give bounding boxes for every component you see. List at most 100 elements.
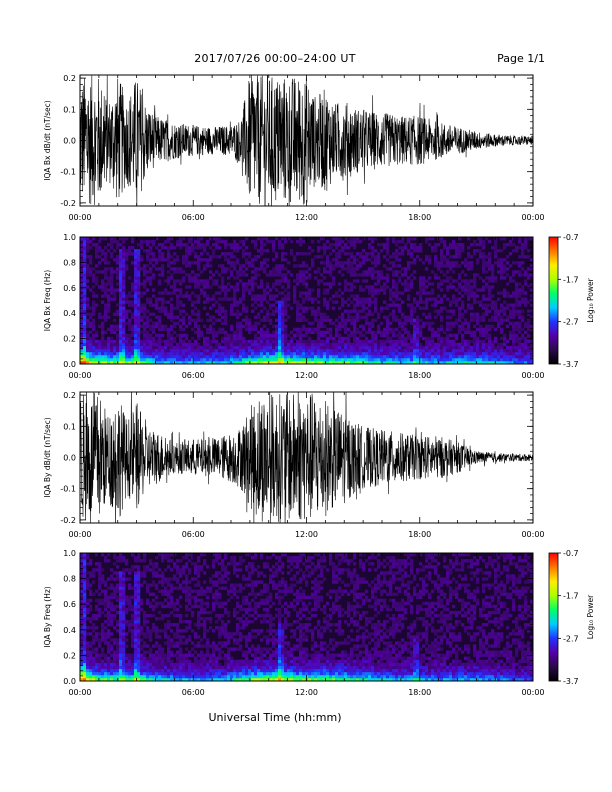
spectrogram-cell xyxy=(137,333,141,338)
spectrogram-cell xyxy=(485,360,489,364)
spectrogram-cell xyxy=(101,629,105,633)
spectrogram-cell xyxy=(374,258,378,262)
spectrogram-cell xyxy=(95,339,99,344)
spectrogram-cell xyxy=(152,264,156,268)
spectrogram-cell xyxy=(80,629,84,633)
spectrogram-cell xyxy=(482,288,486,292)
spectrogram-cell xyxy=(473,285,477,289)
spectrogram-cell xyxy=(257,321,261,325)
spectrogram-cell xyxy=(386,339,390,344)
spectrogram-cell xyxy=(179,336,183,341)
spectrogram-cell xyxy=(248,348,252,353)
spectrogram-cell xyxy=(110,577,114,581)
spectrogram-cell xyxy=(482,318,486,322)
x-tick-label: 00:00 xyxy=(68,371,91,380)
spectrogram-cell xyxy=(326,345,330,350)
spectrogram-cell xyxy=(353,285,357,289)
spectrogram-cell xyxy=(308,297,312,301)
spectrogram-cell xyxy=(509,321,513,325)
spectrogram-cell xyxy=(335,300,339,304)
spectrogram-cell xyxy=(239,330,243,335)
spectrogram-cell xyxy=(245,306,249,310)
spectrogram-cell xyxy=(143,309,147,313)
spectrogram-cell xyxy=(503,294,507,298)
spectrogram-cell xyxy=(320,351,324,356)
spectrogram-cell xyxy=(143,273,147,277)
spectrogram-cell xyxy=(350,270,354,274)
spectrogram-cell xyxy=(179,240,183,244)
spectrogram-cell xyxy=(488,327,492,332)
spectrogram-cell xyxy=(128,620,132,624)
spectrogram-cell xyxy=(353,318,357,322)
spectrogram-cell xyxy=(281,252,285,256)
spectrogram-cell xyxy=(428,291,432,295)
x-tick-label: 00:00 xyxy=(521,371,544,380)
spectrogram-cell xyxy=(320,348,324,353)
spectrogram-cell xyxy=(134,357,138,362)
spectrogram-cell xyxy=(500,273,504,277)
spectrogram-cell xyxy=(107,342,111,347)
spectrogram-cell xyxy=(281,354,285,359)
spectrogram-cell xyxy=(122,261,126,265)
spectrogram-cell xyxy=(386,306,390,310)
spectrogram-cell xyxy=(527,351,531,356)
spectrogram-cell xyxy=(428,357,432,362)
spectrogram-cell xyxy=(497,291,501,295)
spectrogram-cell xyxy=(257,312,261,316)
spectrogram-cell xyxy=(83,577,87,581)
spectrogram-cell xyxy=(257,273,261,277)
spectrogram-cell xyxy=(140,243,144,247)
spectrogram-cell xyxy=(278,324,282,329)
spectrogram-cell xyxy=(449,333,453,338)
spectrogram-cell xyxy=(227,354,231,359)
spectrogram-cell xyxy=(104,303,108,307)
spectrogram-cell xyxy=(389,336,393,341)
spectrogram-cell xyxy=(179,345,183,350)
spectrogram-cell xyxy=(146,297,150,301)
spectrogram-cell xyxy=(137,629,141,633)
spectrogram-cell xyxy=(260,327,264,332)
spectrogram-cell xyxy=(494,327,498,332)
spectrogram-cell xyxy=(446,285,450,289)
spectrogram-cell xyxy=(116,267,120,271)
spectrogram-cell xyxy=(443,255,447,259)
spectrogram-cell xyxy=(83,583,87,587)
spectrogram-cell xyxy=(146,324,150,329)
spectrogram-cell xyxy=(128,321,132,325)
spectrogram-cell xyxy=(248,342,252,347)
spectrogram-cell xyxy=(101,327,105,332)
spectrogram-cell xyxy=(524,270,528,274)
spectrogram-cell xyxy=(371,267,375,271)
spectrogram-cell xyxy=(242,342,246,347)
spectrogram-cell xyxy=(299,330,303,335)
spectrogram-cell xyxy=(395,303,399,307)
spectrogram-cell xyxy=(383,330,387,335)
spectrogram-cell xyxy=(338,354,342,359)
spectrogram-cell xyxy=(440,258,444,262)
spectrogram-cell xyxy=(347,339,351,344)
spectrogram-cell xyxy=(482,342,486,347)
spectrogram-cell xyxy=(149,348,153,353)
spectrogram-cell xyxy=(332,276,336,280)
spectrogram-cell xyxy=(401,237,405,241)
spectrogram-cell xyxy=(122,644,126,648)
spectrogram-cell xyxy=(395,339,399,344)
spectrogram-cell xyxy=(425,285,429,289)
spectrogram-cell xyxy=(359,273,363,277)
spectrogram-cell xyxy=(341,303,345,307)
spectrogram-cell xyxy=(290,273,294,277)
spectrogram-cell xyxy=(326,255,330,259)
spectrogram-cell xyxy=(356,300,360,304)
y-tick-label: 0.6 xyxy=(63,284,76,293)
bx-spectrogram-panel: 00:00 06:00 12:00 18:00 00:001.00.80.60.40.2… xyxy=(43,233,545,380)
spectrogram-cell xyxy=(491,360,495,364)
spectrogram-cell xyxy=(233,300,237,304)
spectrogram-cell xyxy=(155,324,159,329)
spectrogram-cell xyxy=(440,252,444,256)
spectrogram-cell xyxy=(446,348,450,353)
spectrogram-cell xyxy=(185,312,189,316)
spectrogram-cell xyxy=(389,294,393,298)
spectrogram-cell xyxy=(338,333,342,338)
spectrogram-cell xyxy=(461,261,465,265)
spectrogram-cell xyxy=(341,360,345,364)
